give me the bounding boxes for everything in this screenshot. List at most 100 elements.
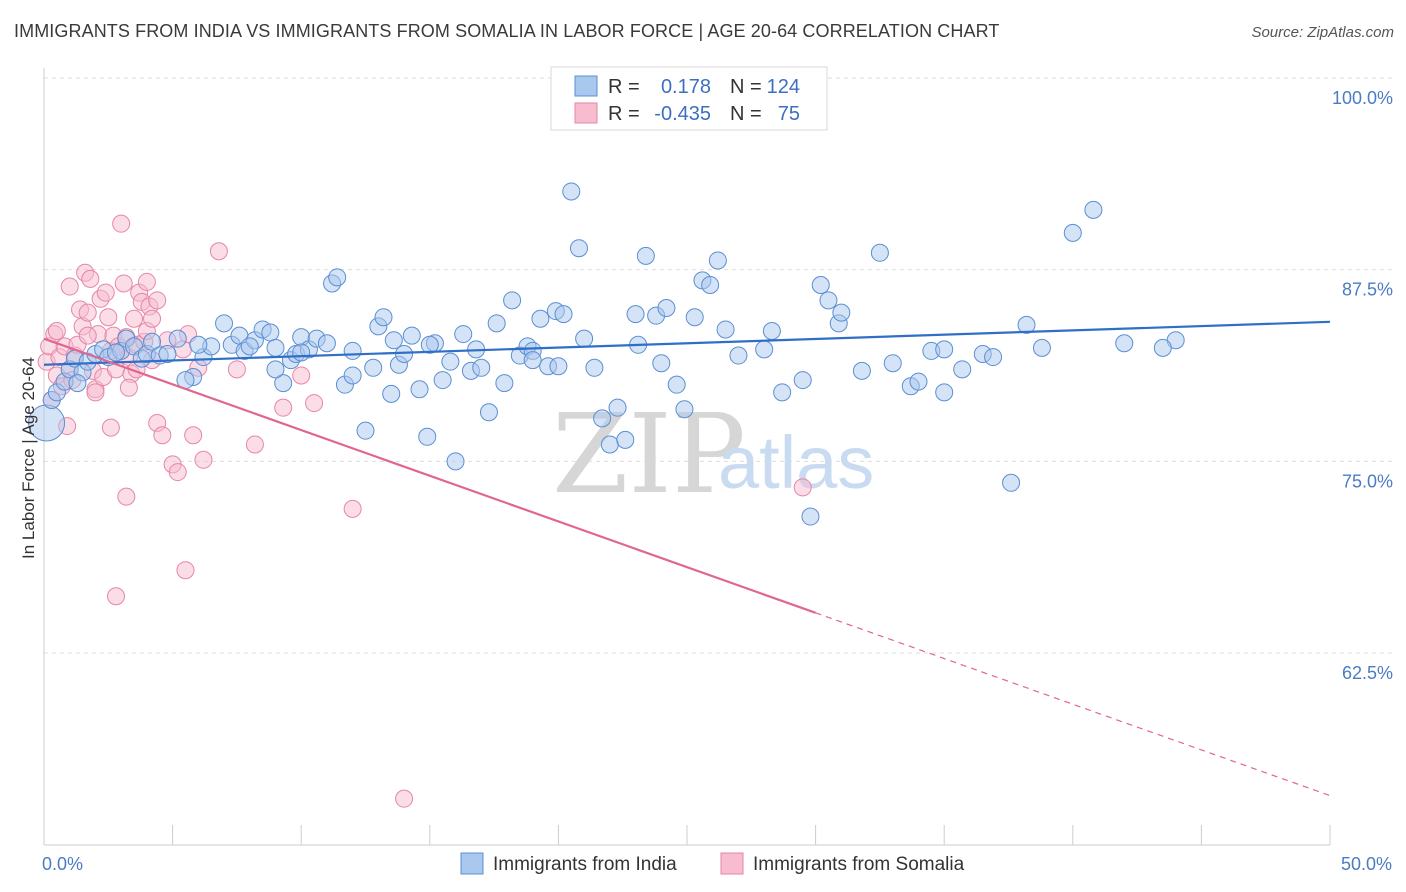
somalia-point [148,291,167,310]
india-point [852,361,871,380]
x-tick-label-min: 0.0% [42,854,83,874]
india-point [215,314,234,333]
somalia-point [793,478,812,497]
somalia-point [137,272,156,291]
india-point [356,421,375,440]
somalia-point [125,309,144,328]
india-point [1063,223,1082,242]
india-points [28,182,1185,526]
india-point [472,358,491,377]
y-axis-label: In Labor Force | Age 20-64 [19,357,38,559]
india-point [343,366,362,385]
india-point [1017,315,1036,334]
correlation-legend: R = 0.178 N = 124 R = -0.435 N = 75 [550,66,828,131]
somalia-point [96,283,115,302]
somalia-point [292,366,311,385]
y-tick-labels: 62.5% 75.0% 87.5% 100.0% [1332,88,1393,683]
india-point [107,343,126,362]
india-point [433,371,452,390]
india-point [454,325,473,344]
india-point [562,182,581,201]
tick-marks [43,825,1331,845]
india-point [343,341,362,360]
india-point [585,358,604,377]
india-point [68,374,87,393]
india-point [811,276,830,294]
x-tick-label-max: 50.0% [1341,854,1392,874]
somalia-point [143,309,162,328]
somalia-point [194,450,213,469]
somalia-point [78,326,97,345]
india-point [374,308,393,327]
somalia-point [47,322,66,340]
india-point [608,398,627,417]
india-point [636,246,655,265]
india-point [168,329,187,348]
india-point [495,374,514,393]
india-point [819,291,838,310]
india-point [143,332,162,351]
india-point [1002,473,1021,492]
watermark-zip: ZIP [552,390,746,518]
india-point [441,352,460,371]
chart-title: IMMIGRANTS FROM INDIA VS IMMIGRANTS FROM… [14,21,1000,41]
bottom-legend-india-swatch [460,852,484,875]
india-point [384,331,403,350]
legend-somalia-n-value: 75 [778,103,800,125]
gridlines [44,77,1394,654]
somalia-point [209,242,228,261]
india-point [266,338,285,357]
india-point [158,345,177,363]
india-trend-line [43,320,1331,366]
legend-somalia-r-value: -0.435 [654,103,711,125]
india-point [616,430,635,449]
india-point [729,346,748,365]
india-point [870,243,889,262]
y-tick-label: 87.5% [1342,280,1393,300]
somalia-point [99,308,118,327]
india-point [657,299,676,317]
india-point [274,374,293,393]
india-point [652,354,671,373]
india-point [1115,334,1134,353]
somalia-point [107,587,126,606]
somalia-point [78,303,97,322]
india-point [503,291,522,310]
india-point [261,323,280,342]
legend-india-r-label: R = [608,76,640,98]
somalia-point [153,426,172,445]
legend-india-r-value: 0.178 [661,76,711,98]
india-point [554,305,573,324]
india-point [600,435,619,454]
somalia-point [81,269,100,288]
somalia-trend-line-extension [815,612,1331,797]
india-point [675,400,694,419]
somalia-point [395,789,414,808]
india-point [569,239,588,258]
india-point [317,334,336,353]
india-point [549,357,568,376]
india-point [762,322,781,340]
india-point [667,375,686,394]
india-point [755,340,774,359]
y-tick-label: 62.5% [1342,663,1393,683]
india-point [1153,338,1172,357]
india-point [402,326,421,345]
somalia-point [168,463,187,482]
somalia-point [112,214,131,233]
somalia-point [305,394,324,413]
series-legend: Immigrants from India Immigrants from So… [460,852,965,875]
india-point [418,427,437,446]
legend-somalia-n-label: N = [730,103,762,125]
source-label: Source: ZipAtlas.com [1251,24,1394,41]
somalia-trend-line [43,337,816,614]
india-point [531,309,550,328]
somalia-point [117,487,136,506]
somalia-point [119,378,138,397]
india-point [364,358,383,377]
legend-india-n-value: 124 [767,76,800,98]
india-point [716,320,735,339]
india-point [883,354,902,373]
india-point [909,372,928,391]
